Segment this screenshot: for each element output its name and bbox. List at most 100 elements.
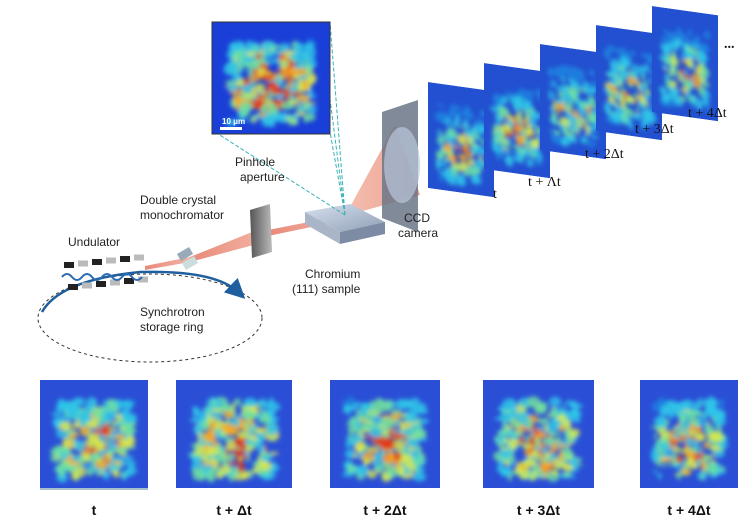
speckle-spot <box>233 93 239 100</box>
speckle-spot <box>356 419 361 429</box>
speckle-spot <box>108 435 114 444</box>
speckle-spot <box>201 470 209 474</box>
speckle-spot <box>256 91 263 95</box>
speckle-spot <box>250 437 258 440</box>
magnet <box>92 259 102 265</box>
speckle-spot <box>287 99 298 103</box>
speckle-spot <box>523 444 533 450</box>
speckle-spot <box>221 423 235 432</box>
speckle-spot <box>718 422 722 426</box>
speckle-spot <box>714 413 726 416</box>
speckle-spot <box>373 425 380 427</box>
speckle-spot <box>497 460 503 470</box>
speckle-spot <box>86 397 97 408</box>
speckle-spot <box>58 446 70 454</box>
speckle-spot <box>351 422 353 425</box>
speckle-spot <box>198 418 202 425</box>
speckle-spot <box>302 81 308 86</box>
speckle-spot <box>711 445 720 452</box>
speckle-spot <box>246 51 255 56</box>
speckle-spot <box>66 430 77 434</box>
speckle-spot <box>263 475 275 480</box>
speckle-spot <box>306 105 317 113</box>
snapshot-label: t + 4Δt <box>667 502 710 518</box>
speckle-spot <box>256 83 264 88</box>
speckle-spot <box>247 451 250 455</box>
speckle-spot <box>237 431 247 438</box>
speckle-spot <box>222 459 228 465</box>
speckle-spot <box>373 458 385 467</box>
speckle-spot <box>705 456 709 458</box>
speckle-spot <box>241 443 247 451</box>
figure: Pinholeaperture Double crystalmonochroma… <box>0 0 742 524</box>
speckle-spot <box>555 464 562 470</box>
speckle-spot <box>52 412 62 417</box>
speckle-spot <box>549 432 558 436</box>
snapshot-label: t + Δt <box>216 502 252 518</box>
speckle-spot <box>259 408 264 411</box>
speckle-spot <box>217 413 221 420</box>
speckle-spot <box>226 441 235 450</box>
speckle-spot <box>215 419 219 423</box>
speckle-spot <box>308 56 316 67</box>
speckle-spot <box>261 401 267 403</box>
speckle-image <box>40 380 148 488</box>
speckle-spot <box>102 472 111 477</box>
speckle-spot <box>400 420 405 432</box>
speckle-spot <box>370 471 381 473</box>
speckle-spot <box>241 88 243 95</box>
speckle-spot <box>508 439 519 443</box>
speckle-spot <box>569 429 580 437</box>
speckle-spot <box>361 403 369 415</box>
speckle-spot <box>238 457 244 460</box>
speckle-spot <box>413 473 427 481</box>
speckle-spot <box>206 431 214 436</box>
speckle-spot <box>538 418 550 425</box>
speckle-spot <box>404 399 414 406</box>
speckle-spot <box>59 471 65 477</box>
speckle-spot <box>677 471 680 480</box>
speckle-spot <box>516 409 522 412</box>
speckle-spot <box>693 458 697 462</box>
speckle-spot <box>374 439 386 446</box>
speckle-spot <box>693 401 700 411</box>
speckle-spot <box>121 461 123 464</box>
speckle-spot <box>396 473 401 476</box>
speckle-spot <box>296 46 302 55</box>
speckle-spot <box>365 436 375 440</box>
speckle-image <box>330 380 440 488</box>
speckle-spot <box>261 461 267 469</box>
speckle-spot <box>351 447 353 452</box>
speckle-spot <box>517 402 523 406</box>
speckle-spot <box>244 63 258 69</box>
speckle-spot <box>507 456 516 463</box>
speckle-spot <box>564 471 567 476</box>
speckle-spot <box>243 410 257 420</box>
speckle-spot <box>500 448 508 451</box>
speckle-spot <box>398 466 405 475</box>
magnet <box>82 283 92 289</box>
speckle-spot <box>201 408 211 410</box>
speckle-spot <box>659 397 664 408</box>
speckle-spot <box>300 76 302 80</box>
frame-label: t + Λt <box>528 175 561 190</box>
speckle-spot <box>274 57 279 61</box>
speckle-spot <box>666 400 672 410</box>
snapshot-label: t + 2Δt <box>363 502 406 518</box>
speckle-spot <box>559 432 561 442</box>
speckle-spot <box>701 472 704 480</box>
speckle-spot <box>267 106 270 111</box>
sample-label: Chromium(111) sample <box>292 267 361 296</box>
speckle-spot <box>124 421 130 424</box>
speckle-spot <box>219 465 231 475</box>
speckle-spot <box>542 405 545 413</box>
speckle-spot <box>365 442 367 450</box>
speckle-spot <box>504 467 511 475</box>
speckle-spot <box>261 414 271 424</box>
speckle-spot <box>410 427 414 430</box>
speckle-spot <box>701 460 706 470</box>
speckle-spot <box>532 421 534 430</box>
snapshot-label: t <box>92 502 97 518</box>
magnet <box>78 261 88 267</box>
speckle-spot <box>239 421 244 431</box>
